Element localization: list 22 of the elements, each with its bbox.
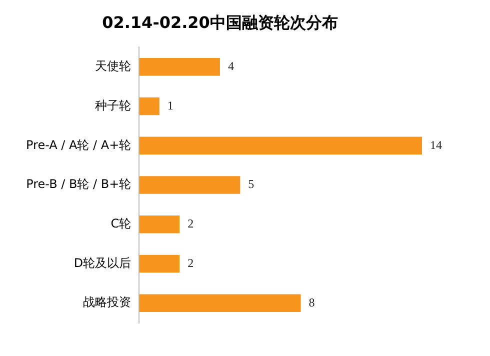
- data-label: 5: [248, 177, 254, 192]
- y-tick-label: 种子轮: [95, 98, 132, 112]
- bar: [139, 176, 240, 194]
- bar: [139, 216, 180, 234]
- chart-title: 02.14-02.20中国融资轮次分布: [102, 12, 338, 32]
- data-label: 2: [188, 256, 194, 270]
- data-label: 14: [430, 138, 442, 152]
- data-label: 2: [188, 216, 194, 231]
- y-tick-label: Pre-B / B轮 / B+轮: [26, 177, 132, 192]
- y-tick-label: 天使轮: [95, 59, 132, 74]
- y-tick-label: C轮: [110, 216, 132, 230]
- data-label: 4: [228, 59, 234, 74]
- bar: [139, 254, 180, 273]
- data-label: 1: [167, 98, 174, 112]
- bar: [139, 97, 160, 116]
- y-tick-label: 战略投资: [83, 295, 132, 310]
- bar: [139, 58, 220, 76]
- y-tick-label: D轮及以后: [74, 256, 132, 270]
- bar: [139, 136, 422, 154]
- y-tick-label: Pre-A / A轮 / A+轮: [26, 138, 132, 152]
- data-label: 8: [308, 295, 315, 310]
- bar: [139, 294, 301, 312]
